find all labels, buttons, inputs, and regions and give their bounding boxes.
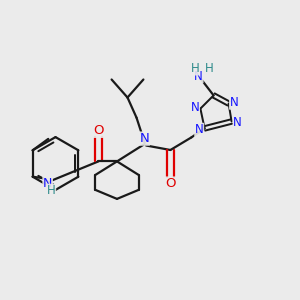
Text: N: N [43,177,52,190]
Text: O: O [165,177,175,190]
Text: O: O [93,124,104,137]
Text: H: H [190,62,200,75]
Text: H: H [47,184,56,197]
Text: H: H [205,62,214,75]
Text: N: N [195,123,204,136]
Text: N: N [194,70,203,83]
Text: N: N [140,132,149,145]
Text: N: N [230,96,238,109]
Text: N: N [190,101,200,114]
Text: N: N [233,116,242,129]
